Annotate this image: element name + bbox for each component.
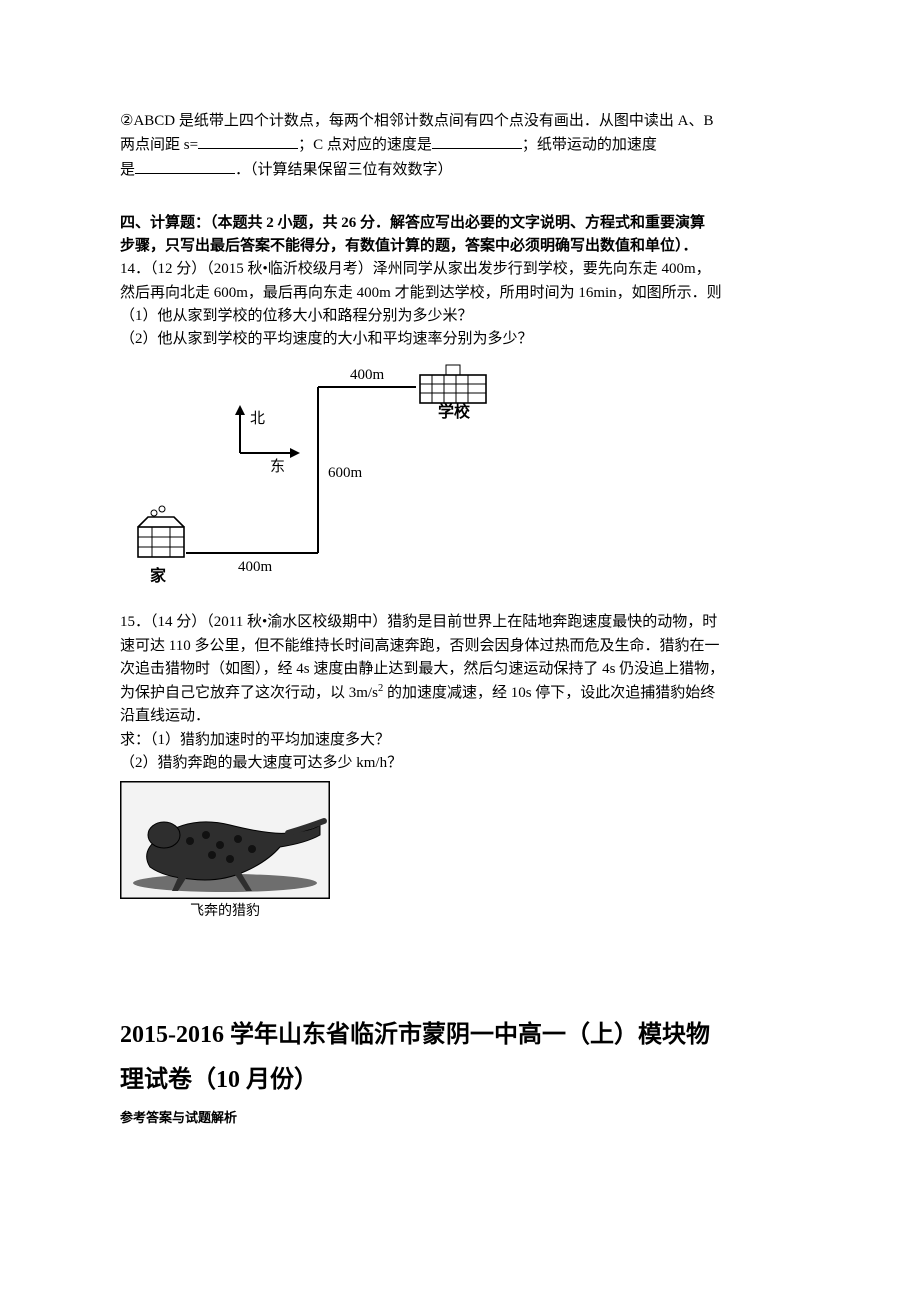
q15-l7: （2）猎豹奔跑的最大速度可达多少 km/h？ <box>120 755 402 771</box>
q15-l1: 15．（14 分）（2011 秋•渝水区校级期中）猎豹是目前世界上在陆地奔跑速度… <box>120 614 717 630</box>
q13-line1: ABCD 是纸带上四个计数点，每两个相邻计数点间有四个点没有画出．从图中读出 A… <box>133 113 713 129</box>
answers-subtitle: 参考答案与试题解析 <box>120 1108 800 1128</box>
q14-l2: 然后再向北走 600m，最后再向东走 400m 才能到达学校，所用时间为 16m… <box>120 285 722 301</box>
q15-l6: 求：（1）猎豹加速时的平均加速度多大？ <box>120 732 390 748</box>
answers-title-l1: 2015-2016 学年山东省临沂市蒙阴一中高一（上）模块物 <box>120 1022 710 1048</box>
answers-title-l2: 理试卷（10 月份） <box>120 1067 318 1093</box>
svg-text:400m: 400m <box>238 559 273 575</box>
q13-marker: ② <box>120 113 133 129</box>
svg-text:400m: 400m <box>350 367 385 383</box>
q13-line3b: ．（计算结果保留三位有效数字） <box>235 162 453 178</box>
q14-l1: 14．（12 分）（2015 秋•临沂校级月考）泽州同学从家出发步行到学校，要先… <box>120 261 711 277</box>
q13-line2c: ；纸带运动的加速度 <box>522 137 657 153</box>
q15-l5: 沿直线运动． <box>120 708 210 724</box>
blank-s <box>198 133 298 149</box>
q14-block: 14．（12 分）（2015 秋•临沂校级月考）泽州同学从家出发步行到学校，要先… <box>120 258 800 351</box>
q15-block: 15．（14 分）（2011 秋•渝水区校级期中）猎豹是目前世界上在陆地奔跑速度… <box>120 611 800 775</box>
q13-block: ②ABCD 是纸带上四个计数点，每两个相邻计数点间有四个点没有画出．从图中读出 … <box>120 110 800 182</box>
exam-page: ②ABCD 是纸带上四个计数点，每两个相邻计数点间有四个点没有画出．从图中读出 … <box>0 0 920 1302</box>
q13-line2a: 两点间距 s= <box>120 137 198 153</box>
q15-l3: 次追击猎物时（如图），经 4s 速度由静止达到最大，然后匀速运动保持了 4s 仍… <box>120 661 724 677</box>
q15-caption: 飞奔的猎豹 <box>120 901 330 923</box>
q13-line2b: ；C 点对应的速度是 <box>298 137 432 153</box>
blank-vc <box>432 133 522 149</box>
q14-l3: （1）他从家到学校的位移大小和路程分别为多少米？ <box>120 308 473 324</box>
svg-text:东: 东 <box>270 458 285 475</box>
svg-text:家: 家 <box>150 566 167 585</box>
blank-a <box>135 158 235 174</box>
q13-line3a: 是 <box>120 162 135 178</box>
svg-text:600m: 600m <box>328 465 363 481</box>
svg-text:北: 北 <box>250 410 265 427</box>
section4-heading-l1: 四、计算题：（本题共 2 小题，共 26 分．解答应写出必要的文字说明、方程式和… <box>120 215 705 231</box>
q15-figure: 飞奔的猎豹 <box>120 781 800 923</box>
section4-heading-l2: 步骤，只写出最后答案不能得分，有数值计算的题，答案中必须明确写出数值和单位）． <box>120 238 698 254</box>
q15-l4a: 为保护自己它放弃了这次行动，以 3m/s <box>120 685 378 701</box>
section4-heading: 四、计算题：（本题共 2 小题，共 26 分．解答应写出必要的文字说明、方程式和… <box>120 212 800 259</box>
q15-l2: 速可达 110 多公里，但不能维持长时间高速奔跑，否则会因身体过热而危及生命．猎… <box>120 638 719 654</box>
answers-title: 2015-2016 学年山东省临沂市蒙阴一中高一（上）模块物 理试卷（10 月份… <box>120 1013 800 1104</box>
q14-l4: （2）他从家到学校的平均速度的大小和平均速率分别为多少？ <box>120 331 533 347</box>
svg-text:学校: 学校 <box>438 402 471 421</box>
q14-diagram: 400m 学校 600m 400m <box>120 357 800 593</box>
q15-l4b: 的加速度减速，经 10s 停下，设此次追捕猎豹始终 <box>383 685 715 701</box>
